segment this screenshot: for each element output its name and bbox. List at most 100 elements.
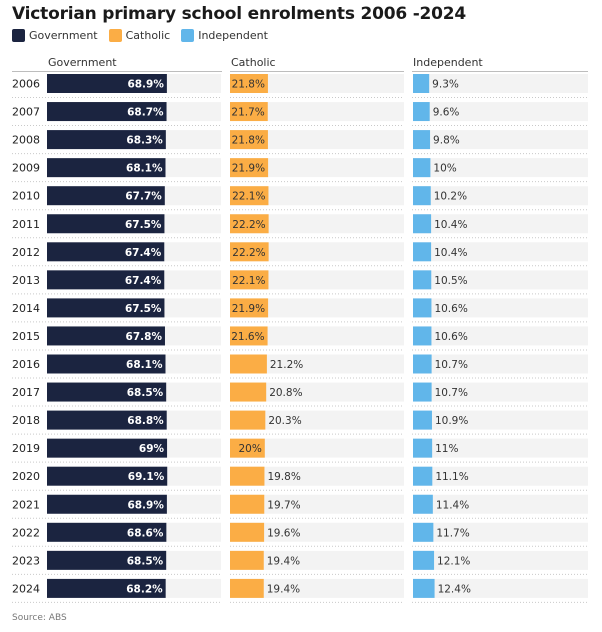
bar-track-independent [413, 186, 588, 206]
bar-independent [413, 74, 430, 93]
data-label-independent: 12.1% [437, 555, 470, 567]
bar-government [47, 522, 167, 542]
bar-track-catholic [230, 242, 404, 262]
year-label: 2014 [12, 302, 40, 315]
bar-catholic [230, 578, 264, 598]
year-label: 2008 [12, 134, 40, 147]
bar-track-independent [413, 74, 588, 93]
year-label: 2017 [12, 386, 40, 399]
year-label: 2007 [12, 106, 40, 119]
data-label-catholic: 19.8% [267, 471, 300, 483]
data-label-catholic: 21.2% [270, 359, 303, 371]
data-label-independent: 11.1% [435, 471, 468, 483]
bar-catholic [230, 214, 269, 234]
bar-government [47, 494, 167, 514]
bar-independent [413, 326, 432, 346]
data-label-government: 67.4% [125, 275, 162, 287]
data-label-government: 68.1% [126, 359, 163, 371]
bar-track-catholic [230, 298, 404, 318]
data-label-government: 67.5% [125, 219, 162, 231]
data-label-catholic: 21.8% [232, 79, 265, 91]
data-label-government: 69.1% [128, 471, 165, 483]
bar-track-catholic [230, 214, 404, 234]
bar-independent [413, 298, 432, 318]
data-label-catholic: 21.7% [231, 107, 264, 119]
bar-independent [413, 186, 431, 206]
bar-track-catholic [230, 186, 404, 206]
header-rule-government [12, 71, 222, 72]
bar-catholic [230, 326, 268, 346]
data-label-government: 68.5% [127, 387, 164, 399]
data-label-catholic: 20% [238, 443, 261, 455]
data-label-government: 69% [139, 443, 165, 455]
bar-catholic [230, 242, 269, 262]
bar-government [47, 466, 168, 486]
data-label-independent: 10.9% [435, 415, 468, 427]
data-label-independent: 10.4% [434, 247, 467, 259]
legend-swatch-government [12, 29, 25, 42]
year-label: 2009 [12, 162, 40, 175]
year-label: 2021 [12, 498, 40, 511]
bar-independent [413, 382, 432, 402]
data-label-independent: 10% [433, 163, 456, 175]
data-label-independent: 11% [435, 443, 458, 455]
bar-track-catholic [230, 578, 404, 598]
bar-independent [413, 214, 432, 234]
data-label-government: 68.1% [126, 163, 163, 175]
data-label-government: 67.4% [125, 247, 162, 259]
bar-track-independent [413, 410, 588, 430]
year-label: 2015 [12, 330, 40, 343]
bar-independent [413, 130, 431, 150]
legend-label-independent: Independent [198, 29, 268, 42]
bar-catholic [230, 354, 267, 374]
data-label-independent: 10.4% [434, 219, 467, 231]
legend: Government Catholic Independent [12, 29, 279, 42]
bar-independent [413, 242, 432, 262]
data-label-catholic: 21.9% [232, 303, 265, 315]
data-label-independent: 10.6% [434, 303, 467, 315]
bar-government [47, 186, 165, 206]
bar-track-catholic [230, 522, 404, 542]
data-label-independent: 11.7% [436, 527, 469, 539]
year-label: 2006 [12, 78, 40, 91]
year-label: 2019 [12, 442, 40, 455]
data-label-independent: 10.7% [435, 387, 468, 399]
bar-government [47, 550, 167, 570]
bar-catholic [230, 410, 266, 430]
bar-catholic [230, 522, 265, 542]
bar-government [47, 438, 168, 458]
bar-track-catholic [230, 466, 404, 486]
data-label-independent: 9.8% [433, 135, 460, 147]
data-label-catholic: 21.8% [232, 135, 265, 147]
column-header-independent: Independent [413, 56, 483, 69]
data-label-government: 68.7% [127, 107, 164, 119]
bar-catholic [230, 298, 269, 318]
data-label-catholic: 22.1% [232, 191, 265, 203]
data-label-catholic: 22.2% [232, 247, 265, 259]
bar-track-independent [413, 354, 588, 374]
bar-government [47, 214, 165, 234]
data-label-catholic: 20.8% [269, 387, 302, 399]
year-label: 2023 [12, 554, 40, 567]
bar-government [47, 354, 166, 374]
year-label: 2020 [12, 470, 40, 483]
bar-government [47, 410, 167, 430]
bar-government [47, 270, 165, 290]
data-label-government: 68.6% [127, 527, 164, 539]
bar-catholic [230, 270, 269, 290]
data-label-government: 67.7% [125, 191, 162, 203]
bar-track-catholic [230, 494, 404, 514]
bar-government [47, 74, 167, 93]
data-label-independent: 10.5% [434, 275, 467, 287]
year-label: 2022 [12, 526, 40, 539]
bar-independent [413, 102, 430, 122]
bar-track-catholic [230, 326, 404, 346]
data-label-government: 68.2% [126, 583, 163, 595]
data-label-catholic: 19.4% [267, 555, 300, 567]
bar-independent [413, 466, 433, 486]
bar-independent [413, 354, 432, 374]
bar-catholic [230, 158, 269, 178]
bar-government [47, 298, 165, 318]
bar-catholic [230, 466, 265, 486]
legend-item-catholic: Catholic [108, 29, 170, 42]
